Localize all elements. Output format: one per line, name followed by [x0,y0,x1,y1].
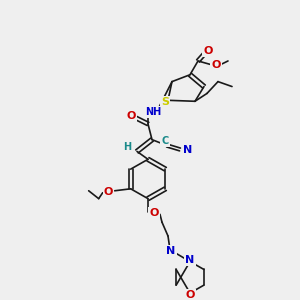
Text: O: O [211,60,221,70]
Text: O: O [126,111,136,121]
Text: C: C [161,136,169,146]
Text: H: H [123,142,131,152]
Text: O: O [203,46,213,56]
Text: N: N [183,146,193,155]
Text: O: O [104,187,113,197]
Text: O: O [185,290,195,300]
Text: S: S [161,97,169,107]
Text: N: N [185,255,195,265]
Text: NH: NH [145,107,161,117]
Text: O: O [149,208,159,218]
Text: N: N [167,246,176,256]
